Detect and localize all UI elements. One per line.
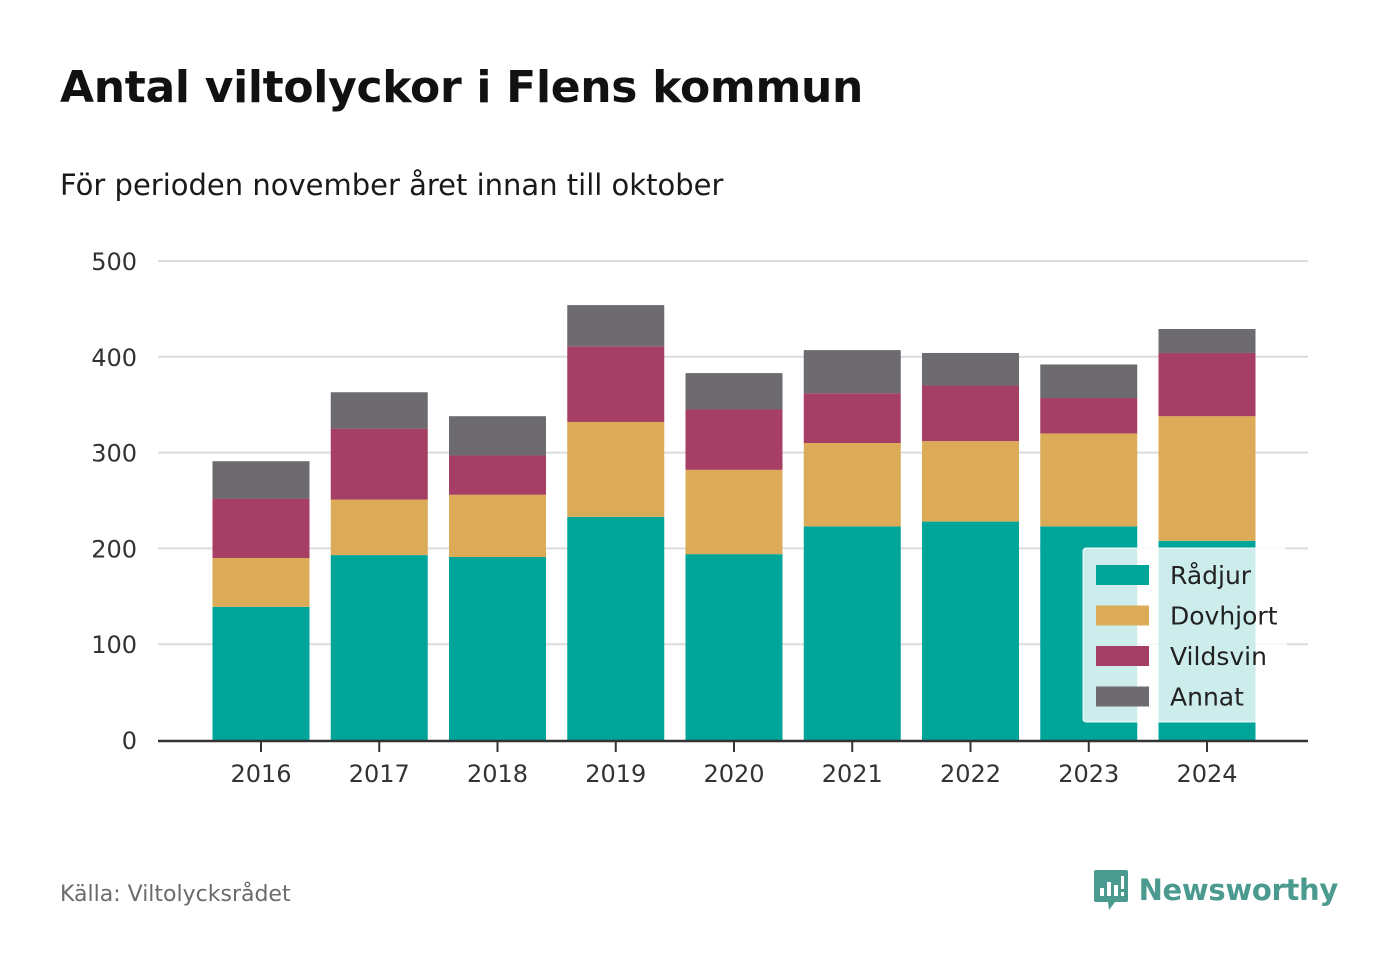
x-tick-label: 2018 <box>467 760 528 788</box>
brand: Newsworthy <box>1093 868 1338 912</box>
legend-swatch-dovhjort <box>1096 605 1149 626</box>
bar-segment-vildsvin-2021 <box>803 393 901 444</box>
newsworthy-logo-icon <box>1093 870 1128 910</box>
y-tick-label: 400 <box>91 344 137 372</box>
x-axis: 2016 2017 2018 2019 2020 2021 2022 2023 2024 <box>158 739 1308 788</box>
bar-segment-vildsvin-2019 <box>567 346 665 422</box>
bar-segment-vildsvin-2024 <box>1158 352 1256 417</box>
bar-segment-rådjur-2022 <box>922 521 1019 740</box>
x-tick-label: 2021 <box>822 760 883 788</box>
bar-segment-vildsvin-2017 <box>330 428 428 500</box>
y-tick-label: 200 <box>91 535 137 563</box>
legend-label-dovhjort: Dovhjort <box>1170 602 1278 631</box>
chart-subtitle: För perioden november året innan till ok… <box>60 168 724 202</box>
bar-segment-vildsvin-2020 <box>685 409 783 470</box>
bar-segment-annat-2017 <box>330 392 428 429</box>
y-tick-label: 0 <box>122 727 137 755</box>
x-tick-label: 2022 <box>940 760 1001 788</box>
x-tick-label: 2016 <box>230 760 291 788</box>
y-axis-ticks: 0 100 200 300 400 500 <box>91 248 137 755</box>
bar-segment-rådjur-2018 <box>449 557 546 740</box>
chart-title: Antal viltolyckor i Flens kommun <box>60 62 864 113</box>
bar-segment-vildsvin-2022 <box>922 385 1019 442</box>
source-note: Källa: Viltolycksrådet <box>60 882 291 907</box>
legend-swatch-vildsvin <box>1096 646 1149 666</box>
bar-segment-annat-2021 <box>803 350 901 394</box>
bar-segment-rådjur-2021 <box>803 526 901 740</box>
bar-segment-vildsvin-2018 <box>449 455 546 495</box>
legend-label-annat: Annat <box>1170 683 1244 712</box>
bar-segment-rådjur-2016 <box>212 606 310 740</box>
bar-segment-annat-2016 <box>212 461 310 499</box>
bar-segment-dovhjort-2021 <box>803 443 901 527</box>
legend-label-vildsvin: Vildsvin <box>1170 642 1267 671</box>
bar-segment-rådjur-2017 <box>330 555 428 740</box>
bar-segment-annat-2022 <box>922 352 1019 386</box>
bar-segment-vildsvin-2016 <box>212 498 310 558</box>
y-tick-label: 300 <box>91 440 137 468</box>
bar-segment-annat-2024 <box>1158 329 1256 353</box>
legend-box <box>1082 547 1287 723</box>
bar-segment-dovhjort-2024 <box>1158 416 1256 541</box>
x-tick-label: 2024 <box>1176 760 1237 788</box>
x-tick-label: 2023 <box>1058 760 1119 788</box>
bar-segment-dovhjort-2016 <box>212 557 310 607</box>
bar-segment-vildsvin-2023 <box>1040 397 1138 434</box>
bar-segment-rådjur-2019 <box>567 516 665 740</box>
x-tick-label: 2017 <box>349 760 410 788</box>
bar-segment-dovhjort-2022 <box>922 441 1019 522</box>
legend-swatch-annat <box>1096 686 1149 707</box>
bar-segment-annat-2019 <box>567 305 665 347</box>
bar-segment-annat-2018 <box>449 416 546 456</box>
x-tick-label: 2020 <box>703 760 764 788</box>
bar-segment-annat-2020 <box>685 373 783 410</box>
bar-segment-dovhjort-2023 <box>1040 433 1138 527</box>
bars <box>212 305 1256 740</box>
bar-segment-dovhjort-2020 <box>685 469 783 555</box>
brand-name: Newsworthy <box>1138 873 1339 907</box>
bar-segment-dovhjort-2018 <box>449 494 546 558</box>
bar-segment-rådjur-2020 <box>685 554 783 740</box>
bar-segment-dovhjort-2019 <box>567 421 665 517</box>
legend: Rådjur Dovhjort Vildsvin Annat <box>1082 547 1287 723</box>
bar-segment-annat-2023 <box>1040 364 1138 398</box>
legend-label-rådjur: Rådjur <box>1170 561 1252 590</box>
y-tick-label: 500 <box>91 248 137 276</box>
x-tick-label: 2019 <box>585 760 646 788</box>
bar-segment-dovhjort-2017 <box>330 499 428 556</box>
legend-swatch-rådjur <box>1096 565 1149 585</box>
y-tick-label: 100 <box>91 631 137 659</box>
